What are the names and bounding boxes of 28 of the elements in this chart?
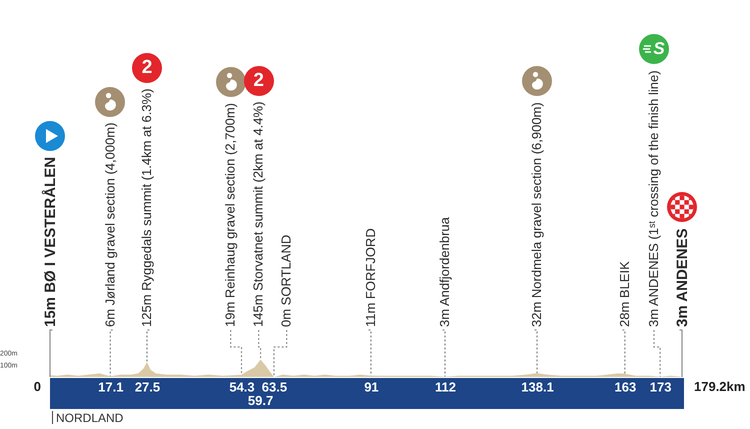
text: 0 [34,379,41,394]
annotation: 125m Ryggedals summit (1.4km at 6.3%) [138,88,154,327]
letter-badge: S [639,34,669,64]
annotation: 6m Jørland gravel section (4,000m) [102,122,118,327]
number-badge: 2 [244,66,274,96]
annotation: 145m Storvatnet summit (2km at 4.4%) [250,102,266,327]
text: 179.2km [694,379,746,394]
annotation: 0m SORTLAND [278,234,294,327]
x-tick-label: 91 [364,380,379,394]
annotation: 32m Nordmela gravel section (6,900m) [529,102,544,327]
annotation: 3m Andfjordenbrua [437,216,452,327]
x-tick-label: 138.1 [521,380,554,394]
x-tick-label: 112 [435,380,456,394]
number-badge: 2 [132,52,162,83]
x-tick-label: 27.5 [134,380,160,394]
annotation: 19m Reinhaug gravel section (2,700m) [222,102,238,327]
annotation: 3m ANDENES (1ˢᵗ crossing of the finish line) [646,70,661,327]
annotation: 11m FORFJORD [362,228,378,327]
x-tick-label: 163 [614,380,636,394]
text: 3m ANDENES [674,228,691,327]
text: NORDLAND [56,411,124,425]
text: 59.7 [248,393,274,408]
x-tick-label: 54.3 [229,380,255,394]
annotation: 28m BLEIK [616,260,632,327]
x-tick-label: 17.1 [98,380,124,394]
text: 15m BØ I VESTERÅLEN [41,156,59,327]
x-tick-label: 63.5 [262,380,288,394]
x-tick-label: 173 [650,380,672,394]
